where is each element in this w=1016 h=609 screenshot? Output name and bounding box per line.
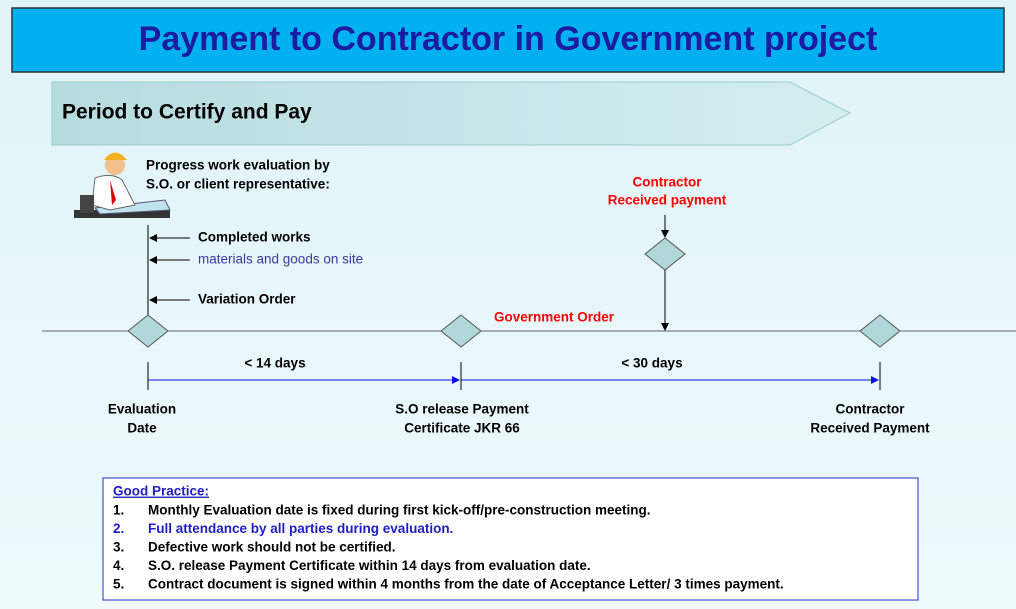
government-order: Government Order xyxy=(494,310,615,325)
milestone-label: S.O release Payment xyxy=(395,402,529,417)
top-event-line: Contractor xyxy=(632,175,702,190)
evaluator-line: Progress work evaluation by xyxy=(146,158,330,173)
title: Payment to Contractor in Government proj… xyxy=(139,20,878,58)
item-text: Full attendance by all parties during ev… xyxy=(148,521,453,536)
item-number: 2. xyxy=(113,521,124,536)
interval-label: < 14 days xyxy=(244,356,305,371)
item-number: 1. xyxy=(113,503,124,518)
milestone-label: Contractor xyxy=(835,402,905,417)
milestone-label: Received Payment xyxy=(810,421,930,436)
item-text: Defective work should not be certified. xyxy=(148,540,396,555)
item-number: 3. xyxy=(113,540,124,555)
page: Payment to Contractor in Government proj… xyxy=(0,0,1016,609)
item-text: Contract document is signed within 4 mon… xyxy=(148,577,784,592)
evaluator-line: S.O. or client representative: xyxy=(146,177,330,192)
milestone-label: Certificate JKR 66 xyxy=(404,421,520,436)
good-practice-heading: Good Practice: xyxy=(113,484,209,499)
item-number: 5. xyxy=(113,577,124,592)
input-label: materials and goods on site xyxy=(198,252,363,267)
banner-text: Period to Certify and Pay xyxy=(62,101,312,124)
top-event-line: Received payment xyxy=(608,193,727,208)
milestone-label: Evaluation xyxy=(108,402,176,417)
item-text: Monthly Evaluation date is fixed during … xyxy=(148,503,651,518)
interval-label: < 30 days xyxy=(621,356,682,371)
milestone-label: Date xyxy=(127,421,157,436)
input-label: Completed works xyxy=(198,230,311,245)
item-text: S.O. release Payment Certificate within … xyxy=(148,558,591,573)
input-label: Variation Order xyxy=(198,292,296,307)
item-number: 4. xyxy=(113,558,124,573)
slide: Payment to Contractor in Government proj… xyxy=(0,0,1016,609)
